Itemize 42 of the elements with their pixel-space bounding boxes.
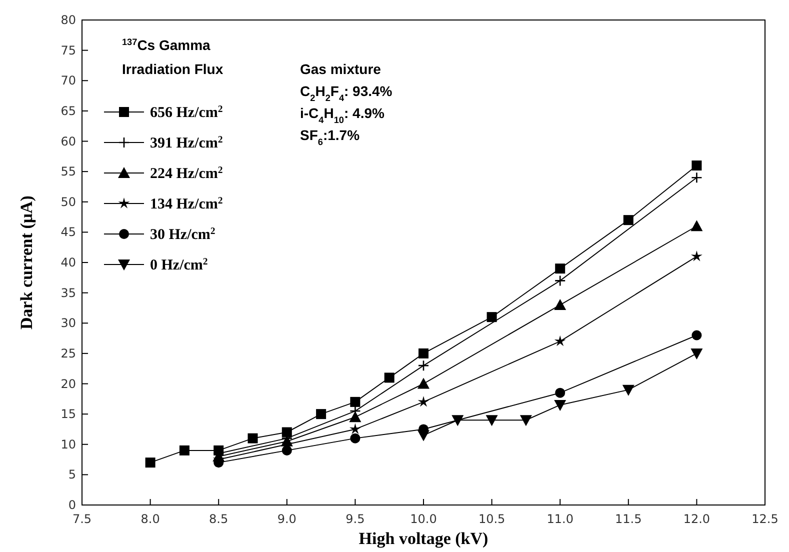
y-tick-label: 20 bbox=[60, 376, 76, 391]
x-tick-label: 8.0 bbox=[140, 512, 160, 526]
y-tick-label: 5 bbox=[68, 468, 76, 482]
legend-label: 656 Hz/cm$^{2}$ bbox=[150, 104, 223, 121]
annotation: SF$_{6}$:1.7% bbox=[300, 127, 360, 147]
x-tick-label: 7.5 bbox=[72, 512, 92, 526]
y-tick-label: 35 bbox=[60, 286, 76, 300]
x-tick-label: 9.5 bbox=[346, 512, 365, 526]
y-tick-label: 70 bbox=[60, 74, 76, 88]
y-tick-label: 45 bbox=[60, 225, 76, 240]
x-tick-label: 10.5 bbox=[478, 512, 506, 526]
y-tick-label: 60 bbox=[60, 134, 76, 148]
y-tick-label: 30 bbox=[60, 316, 76, 330]
x-tick-label: 11.5 bbox=[615, 512, 642, 526]
x-tick-label: 12.5 bbox=[752, 512, 778, 526]
x-axis-title: High voltage (kV) bbox=[358, 529, 488, 548]
legend-label: 391 Hz/cm$^{2}$ bbox=[150, 134, 223, 152]
x-tick-label: 9.0 bbox=[277, 512, 296, 526]
y-tick-label: 65 bbox=[60, 104, 76, 118]
legend-label: 134 Hz/cm$^{2}$ bbox=[150, 195, 223, 212]
y-tick-label: 15 bbox=[60, 407, 76, 422]
x-tick-label: 10.0 bbox=[410, 512, 437, 526]
y-tick-label: 50 bbox=[60, 194, 76, 209]
annotation: i-C$_{4}$H$_{10}$: 4.9% bbox=[300, 105, 385, 125]
legend-title: Irradiation Flux bbox=[122, 61, 224, 77]
legend-label: 30 Hz/cm$^{2}$ bbox=[150, 226, 216, 243]
y-tick-label: 0 bbox=[68, 498, 76, 512]
y-axis-title: Dark current (μA) bbox=[17, 196, 36, 330]
y-tick-label: 10 bbox=[60, 437, 76, 452]
x-tick-label: 8.5 bbox=[209, 512, 228, 526]
annotation: Gas mixture bbox=[300, 61, 382, 77]
x-tick-label: 12.0 bbox=[683, 512, 710, 526]
x-tick-label: 11.0 bbox=[546, 512, 574, 526]
legend-label: 0 Hz/cm$^{2}$ bbox=[150, 256, 208, 274]
y-tick-label: 55 bbox=[60, 164, 76, 179]
legend-label: 224 Hz/cm$^{2}$ bbox=[150, 164, 223, 182]
y-tick-label: 40 bbox=[60, 256, 76, 270]
annotation: C$_{2}$H$_{2}$F$_{4}$: 93.4% bbox=[300, 83, 393, 103]
y-tick-label: 80 bbox=[60, 13, 76, 27]
y-tick-label: 75 bbox=[60, 43, 76, 58]
annotation: $^{137}$Cs Gamma bbox=[122, 37, 211, 53]
y-tick-label: 25 bbox=[60, 346, 76, 360]
